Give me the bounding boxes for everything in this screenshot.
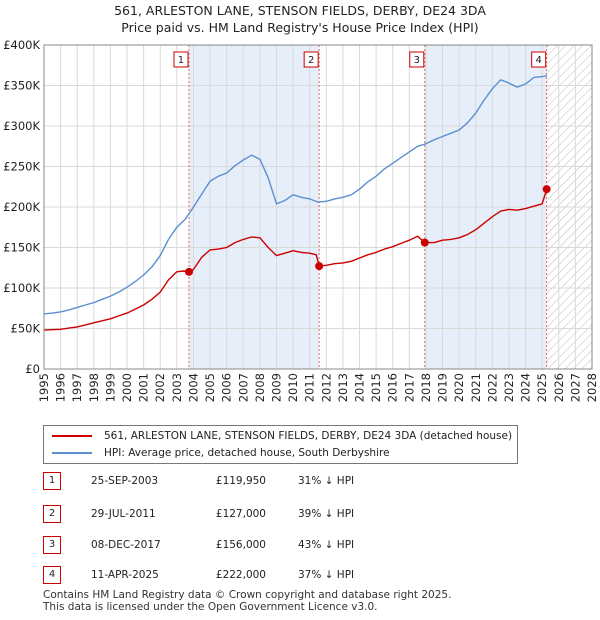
x-tick-label: 2022 — [485, 373, 499, 402]
transaction-price: £127,000 — [215, 508, 266, 520]
footer-line-2: This data is licensed under the Open Gov… — [43, 601, 378, 613]
x-tick-label: 2011 — [303, 373, 317, 402]
legend-item-hpi: HPI: Average price, detached house, Sout… — [52, 445, 390, 461]
transaction-price: £156,000 — [215, 539, 266, 551]
x-tick-label: 1995 — [37, 373, 51, 402]
x-tick-label: 2015 — [369, 373, 383, 402]
x-tick-label: 1997 — [70, 373, 84, 402]
legend-item-price-paid: 561, ARLESTON LANE, STENSON FIELDS, DERB… — [52, 428, 512, 444]
chart-title: 561, ARLESTON LANE, STENSON FIELDS, DERB… — [0, 2, 600, 36]
transaction-price: £119,950 — [215, 475, 266, 487]
legend-label-price-paid: 561, ARLESTON LANE, STENSON FIELDS, DERB… — [104, 430, 513, 442]
transaction-date: 25-SEP-2003 — [91, 475, 159, 487]
legend-label-hpi: HPI: Average price, detached house, Sout… — [104, 447, 390, 459]
transaction-date: 11-APR-2025 — [91, 569, 159, 581]
transaction-hpi-diff: 43% ↓ HPI — [298, 539, 355, 551]
x-tick-label: 2005 — [203, 373, 217, 402]
x-tick-label: 2028 — [585, 373, 599, 402]
x-tick-label: 1996 — [54, 373, 68, 402]
transaction-number: 1 — [43, 472, 61, 490]
sale-marker-label: 2 — [308, 55, 314, 66]
sale-point — [420, 238, 429, 247]
price-paid-line — [43, 188, 548, 331]
price-chart: 1 2 3 4 £0 £50K £100K £150K £200K £250K £300K £350… — [3, 38, 599, 402]
y-tick-label: £100K — [3, 281, 40, 295]
x-tick-label: 2014 — [353, 373, 367, 402]
transaction-date: 29-JUL-2011 — [91, 508, 156, 520]
y-tick-label: £50K — [11, 322, 41, 336]
sale-point — [315, 262, 324, 271]
x-tick-label: 2010 — [286, 373, 300, 402]
x-tick-label: 1998 — [87, 373, 101, 402]
legend-swatch-price-paid — [52, 435, 92, 437]
sale-marker-label: 4 — [535, 55, 541, 66]
x-tick-label: 1999 — [103, 373, 117, 402]
transaction-price: £222,000 — [215, 569, 266, 581]
y-tick-label: £250K — [3, 160, 40, 174]
sale-point — [542, 185, 551, 194]
transaction-hpi-diff: 37% ↓ HPI — [298, 569, 355, 581]
sale-point — [184, 267, 193, 276]
x-tick-label: 2019 — [436, 373, 450, 402]
x-tick-label: 2008 — [253, 373, 267, 402]
y-tick-label: £300K — [3, 119, 40, 133]
sale-marker-box — [173, 51, 189, 68]
chart-legend: 561, ARLESTON LANE, STENSON FIELDS, DERB… — [43, 425, 518, 464]
title-line-1: 561, ARLESTON LANE, STENSON FIELDS, DERB… — [114, 3, 486, 18]
plot-frame — [43, 44, 593, 370]
sale-marker-box — [531, 51, 547, 68]
sale-marker-label: 1 — [178, 55, 184, 66]
x-tick-label: 2023 — [502, 373, 516, 402]
x-tick-label: 2000 — [120, 373, 134, 402]
x-tick-label: 2020 — [452, 373, 466, 402]
x-tick-label: 2001 — [137, 373, 151, 402]
x-tick-label: 2012 — [319, 373, 333, 402]
transaction-number: 2 — [43, 505, 61, 523]
hpi-line — [43, 75, 548, 315]
title-line-2: Price paid vs. HM Land Registry's House … — [121, 20, 479, 35]
sale-marker-box — [303, 51, 319, 68]
y-tick-label: £0 — [25, 362, 40, 376]
x-tick-label: 2007 — [236, 373, 250, 402]
y-tick-label: £400K — [3, 38, 40, 52]
x-tick-label: 2003 — [170, 373, 184, 402]
y-tick-label: £150K — [3, 241, 40, 255]
x-tick-label: 2018 — [419, 373, 433, 402]
x-tick-label: 2004 — [186, 373, 200, 402]
x-tick-label: 2009 — [269, 373, 283, 402]
y-tick-label: £200K — [3, 200, 40, 214]
x-tick-label: 2002 — [153, 373, 167, 402]
transaction-number: 4 — [43, 566, 61, 584]
x-tick-label: 2027 — [568, 373, 582, 402]
x-tick-label: 2017 — [402, 373, 416, 402]
footer-line-1: Contains HM Land Registry data © Crown c… — [43, 589, 452, 601]
y-tick-label: £350K — [3, 79, 40, 93]
transaction-hpi-diff: 31% ↓ HPI — [298, 475, 355, 487]
x-tick-label: 2025 — [535, 373, 549, 402]
footer-attribution: Contains HM Land Registry data © Crown c… — [43, 589, 451, 613]
sale-marker-label: 3 — [414, 55, 420, 66]
transaction-number: 3 — [43, 536, 61, 554]
x-tick-label: 2013 — [336, 373, 350, 402]
transaction-date: 08-DEC-2017 — [91, 539, 161, 551]
legend-swatch-hpi — [52, 452, 92, 454]
transaction-hpi-diff: 39% ↓ HPI — [298, 508, 355, 520]
x-tick-label: 2024 — [519, 373, 533, 402]
x-tick-label: 2021 — [469, 373, 483, 402]
x-tick-label: 2026 — [552, 373, 566, 402]
sale-marker-box — [409, 51, 425, 68]
x-tick-label: 2006 — [220, 373, 234, 402]
x-tick-label: 2016 — [386, 373, 400, 402]
